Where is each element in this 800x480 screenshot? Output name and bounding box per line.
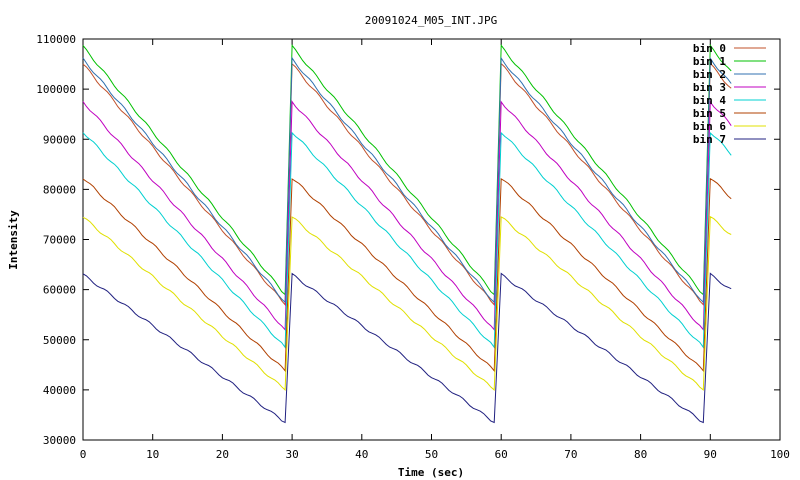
x-axis: 0 10 20 30 40 50 60 70 80 90 100 xyxy=(80,39,790,461)
x-tick-label: 40 xyxy=(355,448,368,461)
legend-label: bin 6 xyxy=(693,120,726,133)
series-line-bin-1 xyxy=(82,43,732,296)
legend-label: bin 0 xyxy=(693,42,726,55)
x-tick-label: 50 xyxy=(425,448,438,461)
chart-title: 20091024_M05_INT.JPG xyxy=(365,14,497,27)
legend-label: bin 5 xyxy=(693,107,726,120)
x-tick-label: 10 xyxy=(146,448,159,461)
x-tick-label: 70 xyxy=(564,448,577,461)
legend-label: bin 2 xyxy=(693,68,726,81)
y-tick-label: 100000 xyxy=(36,83,76,96)
y-tick-label: 40000 xyxy=(43,384,76,397)
y-tick-label: 70000 xyxy=(43,234,76,247)
y-axis-title: Intensity xyxy=(7,210,20,270)
y-tick-label: 110000 xyxy=(36,33,76,46)
legend-label: bin 3 xyxy=(693,81,726,94)
y-tick-label: 30000 xyxy=(43,434,76,447)
y-tick-label: 50000 xyxy=(43,334,76,347)
series-line-bin-4 xyxy=(82,131,732,349)
x-axis-title: Time (sec) xyxy=(398,466,464,479)
y-tick-label: 60000 xyxy=(43,284,76,297)
legend-label: bin 4 xyxy=(693,94,726,107)
series-line-bin-0 xyxy=(82,62,732,306)
y-axis: 30000 40000 50000 60000 70000 80000 90000 10000… xyxy=(36,33,780,447)
x-tick-label: 60 xyxy=(495,448,508,461)
series-line-bin-2 xyxy=(82,56,732,304)
y-tick-label: 90000 xyxy=(43,133,76,146)
series-line-bin-5 xyxy=(82,177,732,373)
legend-label: bin 1 xyxy=(693,55,726,68)
x-tick-label: 90 xyxy=(704,448,717,461)
series-line-bin-7 xyxy=(82,272,732,424)
y-tick-label: 80000 xyxy=(43,183,76,196)
x-tick-label: 20 xyxy=(216,448,229,461)
plot-frame xyxy=(82,38,781,441)
series-lines xyxy=(82,43,732,424)
x-tick-label: 30 xyxy=(285,448,298,461)
series-line-bin-3 xyxy=(82,100,732,332)
x-tick-label: 100 xyxy=(770,448,790,461)
x-tick-label: 0 xyxy=(80,448,87,461)
x-tick-label: 80 xyxy=(634,448,647,461)
legend-label: bin 7 xyxy=(693,133,726,146)
series-line-bin-6 xyxy=(82,215,732,391)
